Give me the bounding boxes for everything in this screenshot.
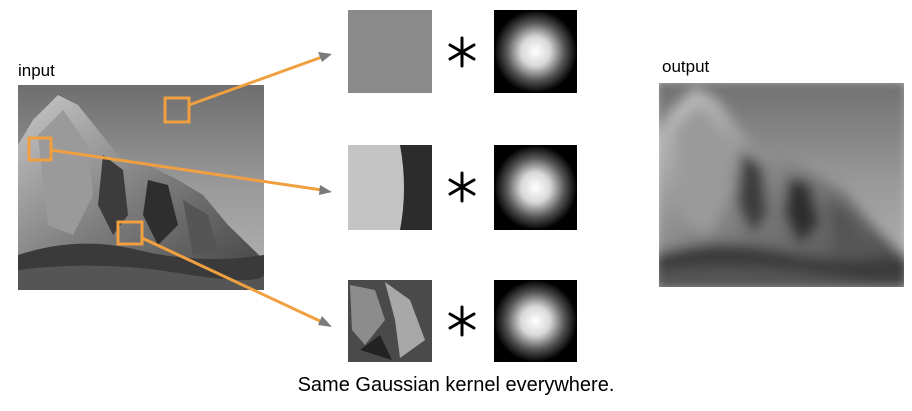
caption: Same Gaussian kernel everywhere. xyxy=(298,374,615,396)
arrow-heads xyxy=(318,52,332,327)
input-label: input xyxy=(18,61,55,80)
input-image xyxy=(18,85,264,290)
gaussian-kernel xyxy=(494,10,577,93)
gaussian-kernel xyxy=(494,145,577,230)
output-label: output xyxy=(662,57,710,76)
patch-texture xyxy=(348,280,432,362)
diagram: input output Same Gaussian xyxy=(0,0,912,406)
patch-edge xyxy=(348,145,432,230)
output-image xyxy=(653,78,910,292)
patch-sky xyxy=(348,10,432,93)
convolution-symbols xyxy=(450,38,474,335)
gaussian-kernel xyxy=(494,280,577,362)
